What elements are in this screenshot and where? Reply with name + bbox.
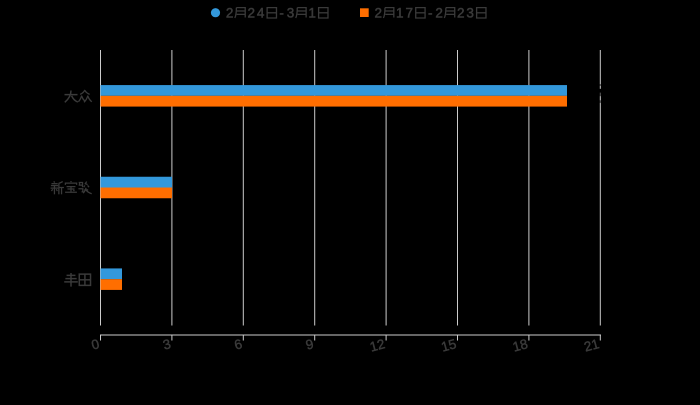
svg-text:18: 18 <box>511 336 529 354</box>
svg-text:-: - <box>428 6 433 21</box>
svg-text:2: 2 <box>226 6 234 21</box>
svg-text:6: 6 <box>233 336 244 352</box>
svg-text:2: 2 <box>457 6 465 21</box>
svg-text:7: 7 <box>405 6 413 21</box>
svg-text:9: 9 <box>304 336 315 352</box>
svg-text:2: 2 <box>247 6 255 21</box>
svg-text:3: 3 <box>287 6 295 21</box>
svg-text:0: 0 <box>90 336 101 352</box>
svg-text:4: 4 <box>257 6 265 21</box>
svg-text:1: 1 <box>396 6 404 21</box>
svg-text:-: - <box>279 6 284 21</box>
svg-text:3: 3 <box>466 6 474 21</box>
svg-text:2: 2 <box>435 6 443 21</box>
svg-text:21: 21 <box>582 336 600 354</box>
svg-text:2: 2 <box>374 6 382 21</box>
svg-text:15: 15 <box>440 336 458 354</box>
svg-text:3: 3 <box>161 336 172 352</box>
svg-text:12: 12 <box>368 336 386 354</box>
svg-text:1: 1 <box>308 6 316 21</box>
